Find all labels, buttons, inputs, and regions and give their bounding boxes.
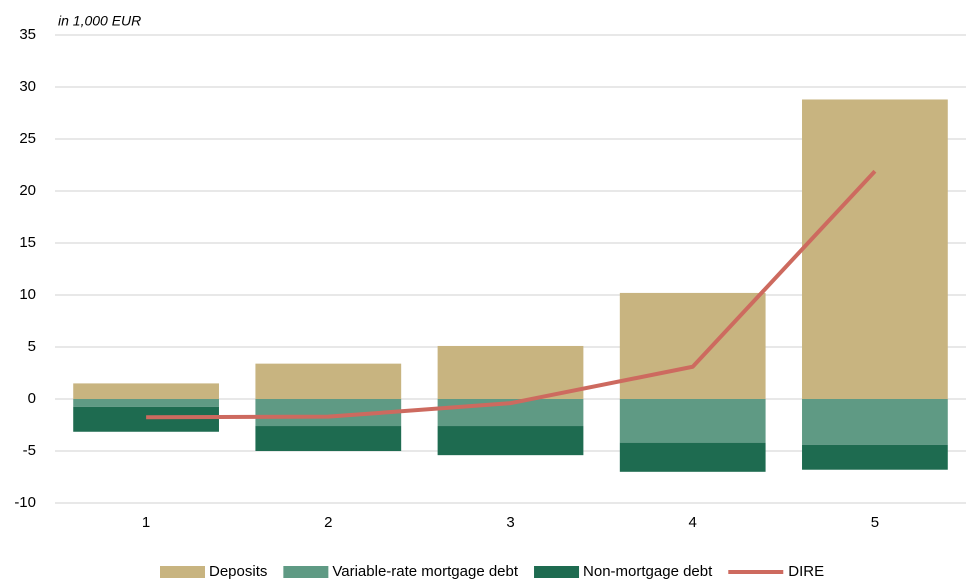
y-tick-label: 10 [19,286,36,303]
x-tick-label: 5 [871,514,879,531]
bar-segment [802,99,948,399]
bar-segment [73,399,219,407]
y-tick-label: 20 [19,182,36,199]
y-tick-label: -10 [14,494,36,511]
y-tick-label: 15 [19,234,36,251]
x-tick-label: 2 [324,514,332,531]
x-tick-label: 1 [142,514,150,531]
legend-label: DIRE [788,563,824,580]
bar-segment [73,406,219,432]
legend-label: Deposits [209,563,267,580]
bar-segment [255,426,402,451]
legend-swatch [283,566,329,578]
dire-line [146,169,877,420]
legend-label: Variable-rate mortgage debt [332,563,518,580]
y-tick-label: 25 [19,130,36,147]
bar-segment [619,442,766,472]
y-tick-label: 0 [28,390,36,407]
unit-note: in 1,000 EUR [58,13,141,29]
y-tick-label: 35 [19,26,36,43]
bar-segment [619,292,766,399]
bar-segment [802,399,948,445]
y-tick-label: 30 [19,78,36,95]
bar-segment [437,426,584,456]
y-tick-label: -5 [23,442,36,459]
legend-swatch [160,566,205,578]
x-tick-label: 3 [506,514,514,531]
bar-segment [73,383,219,399]
bar-segment [619,399,766,443]
bar-segment [802,444,948,470]
bar-segment [437,345,584,399]
bar-segment [255,363,402,399]
legend-swatch [534,566,580,578]
y-tick-label: 5 [28,338,36,355]
legend-label: Non-mortgage debt [583,563,713,580]
x-tick-label: 4 [689,514,697,531]
